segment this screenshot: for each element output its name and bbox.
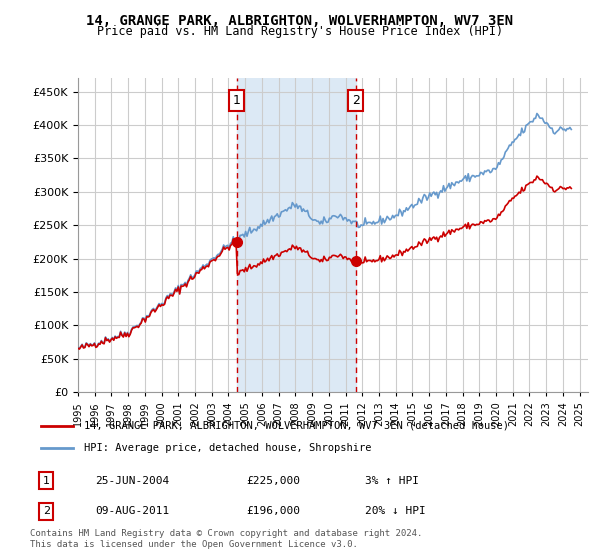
- Text: 2: 2: [352, 94, 359, 107]
- Text: 3% ↑ HPI: 3% ↑ HPI: [365, 476, 419, 486]
- Text: HPI: Average price, detached house, Shropshire: HPI: Average price, detached house, Shro…: [84, 443, 371, 453]
- Text: 1: 1: [43, 476, 50, 486]
- Bar: [236, 78, 356, 392]
- Text: 2: 2: [43, 506, 50, 516]
- Text: 14, GRANGE PARK, ALBRIGHTON, WOLVERHAMPTON, WV7 3EN: 14, GRANGE PARK, ALBRIGHTON, WOLVERHAMPT…: [86, 14, 514, 28]
- Text: 1: 1: [233, 94, 241, 107]
- Text: 20% ↓ HPI: 20% ↓ HPI: [365, 506, 425, 516]
- Text: £225,000: £225,000: [246, 476, 300, 486]
- Text: £196,000: £196,000: [246, 506, 300, 516]
- Text: 25-JUN-2004: 25-JUN-2004: [95, 476, 169, 486]
- Text: 14, GRANGE PARK, ALBRIGHTON, WOLVERHAMPTON, WV7 3EN (detached house): 14, GRANGE PARK, ALBRIGHTON, WOLVERHAMPT…: [84, 421, 509, 431]
- Text: 09-AUG-2011: 09-AUG-2011: [95, 506, 169, 516]
- Text: Contains HM Land Registry data © Crown copyright and database right 2024.
This d: Contains HM Land Registry data © Crown c…: [30, 529, 422, 549]
- Text: Price paid vs. HM Land Registry's House Price Index (HPI): Price paid vs. HM Land Registry's House …: [97, 25, 503, 38]
